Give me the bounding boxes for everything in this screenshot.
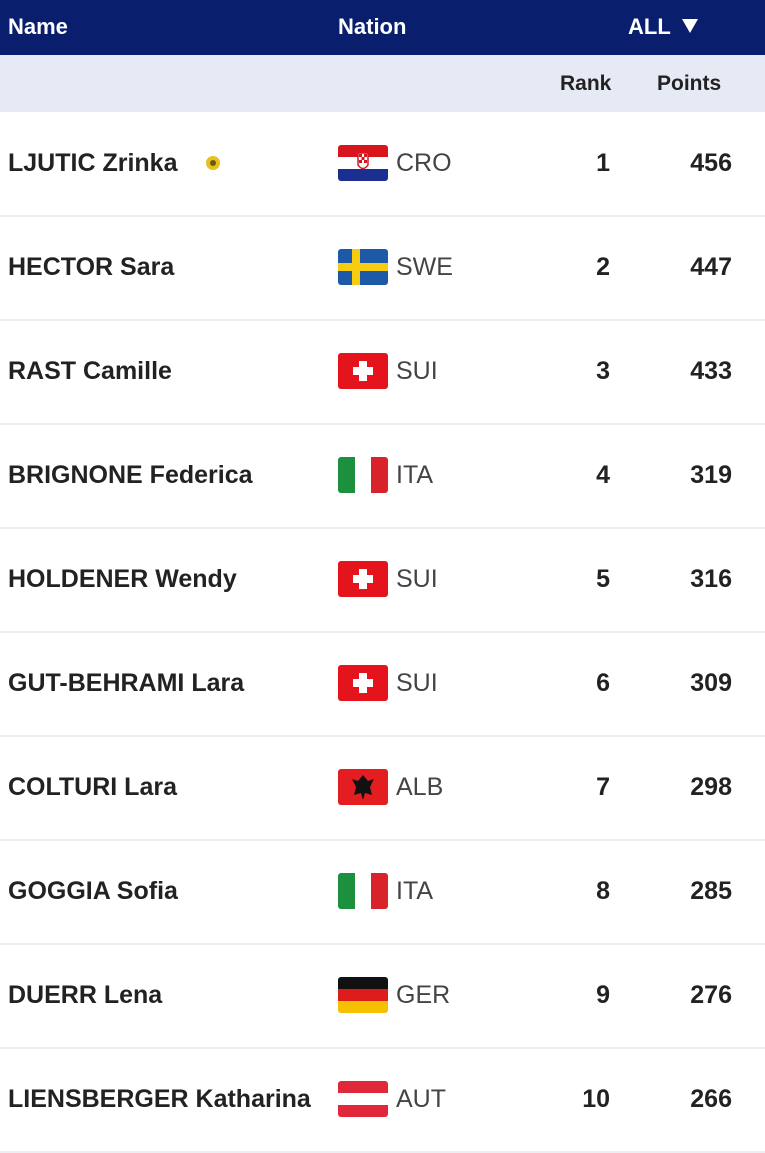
nation-flag bbox=[338, 977, 388, 1013]
nation-header: Nation bbox=[338, 14, 407, 39]
rank-header: Rank bbox=[560, 72, 612, 95]
table-row: LJUTIC Zrinka CRO 1 456 bbox=[0, 112, 765, 217]
nation-flag bbox=[338, 353, 388, 389]
athlete-name: RAST Camille bbox=[8, 357, 172, 385]
table-row: HOLDENER Wendy SUI 5 316 bbox=[0, 528, 765, 633]
table-row: DUERR Lena GER 9 276 bbox=[0, 944, 765, 1049]
nation-flag bbox=[338, 769, 388, 805]
points: 456 bbox=[690, 149, 732, 177]
points: 276 bbox=[690, 981, 732, 1009]
athlete-name: COLTURI Lara bbox=[8, 773, 177, 801]
header-bar: Name Nation ALL bbox=[0, 0, 765, 55]
table-row: BRIGNONE Federica ITA 4 319 bbox=[0, 424, 765, 529]
points: 447 bbox=[690, 253, 732, 281]
points-header: Points bbox=[657, 72, 722, 95]
nation-code: SWE bbox=[396, 253, 453, 281]
nation-code: SUI bbox=[396, 565, 438, 593]
athlete-name: LIENSBERGER Katharina bbox=[8, 1085, 311, 1113]
points: 319 bbox=[690, 461, 732, 489]
subheader-bar: Rank Points bbox=[0, 55, 765, 112]
rank: 7 bbox=[596, 773, 610, 801]
athlete-name: HECTOR Sara bbox=[8, 253, 175, 281]
rank: 6 bbox=[596, 669, 610, 697]
athlete-name: LJUTIC Zrinka bbox=[8, 149, 178, 177]
table-row: COLTURI Lara ALB 7 298 bbox=[0, 736, 765, 841]
nation-flag bbox=[338, 457, 388, 493]
athlete-name: BRIGNONE Federica bbox=[8, 461, 253, 489]
table-row: RAST Camille SUI 3 433 bbox=[0, 320, 765, 425]
nation-flag bbox=[338, 561, 388, 597]
filter-dropdown[interactable]: ALL bbox=[628, 0, 708, 55]
nation-code: SUI bbox=[396, 357, 438, 385]
nation-code: AUT bbox=[396, 1085, 446, 1113]
points: 298 bbox=[690, 773, 732, 801]
nation-flag bbox=[338, 145, 388, 181]
table-row: GUT-BEHRAMI Lara SUI 6 309 bbox=[0, 632, 765, 737]
athlete-name: GOGGIA Sofia bbox=[8, 877, 178, 905]
rank: 9 bbox=[596, 981, 610, 1009]
nation-flag bbox=[338, 249, 388, 285]
leader-bib-icon bbox=[206, 156, 220, 170]
rank: 2 bbox=[596, 253, 610, 281]
dropdown-arrow bbox=[682, 19, 698, 33]
nation-flag bbox=[338, 665, 388, 701]
filter-label: ALL bbox=[628, 14, 671, 39]
rank: 8 bbox=[596, 877, 610, 905]
rank: 5 bbox=[596, 565, 610, 593]
points: 309 bbox=[690, 669, 732, 697]
nation-code: ALB bbox=[396, 773, 444, 801]
nation-code: ITA bbox=[396, 877, 434, 905]
name-header: Name bbox=[8, 14, 68, 39]
rank: 3 bbox=[596, 357, 610, 385]
rank: 4 bbox=[596, 461, 610, 489]
points: 266 bbox=[690, 1085, 732, 1113]
table-row: GOGGIA Sofia ITA 8 285 bbox=[0, 840, 765, 945]
nation-flag bbox=[338, 1081, 388, 1117]
nation-flag bbox=[338, 873, 388, 909]
nation-code: SUI bbox=[396, 669, 438, 697]
table-row: HECTOR Sara SWE 2 447 bbox=[0, 216, 765, 321]
athlete-name: HOLDENER Wendy bbox=[8, 565, 237, 593]
points: 285 bbox=[690, 877, 732, 905]
athlete-name: GUT-BEHRAMI Lara bbox=[8, 669, 245, 697]
nation-code: CRO bbox=[396, 149, 452, 177]
rank: 10 bbox=[582, 1085, 610, 1113]
table-row: LIENSBERGER Katharina AUT 10 266 bbox=[0, 1048, 765, 1153]
rank: 1 bbox=[596, 149, 610, 177]
points: 316 bbox=[690, 565, 732, 593]
athlete-name: DUERR Lena bbox=[8, 981, 163, 1009]
nation-code: GER bbox=[396, 981, 451, 1009]
nation-code: ITA bbox=[396, 461, 434, 489]
points: 433 bbox=[690, 357, 732, 385]
